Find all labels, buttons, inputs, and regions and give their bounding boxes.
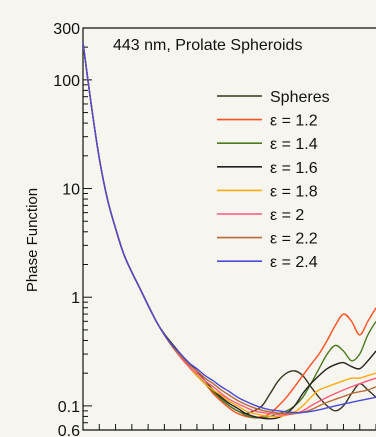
- legend-label-2: ε = 1.4: [270, 136, 318, 153]
- y-tick-label: 1: [71, 290, 80, 307]
- legend-label-5: ε = 2: [270, 207, 304, 224]
- y-tick-label: 10: [62, 182, 80, 199]
- y-axis-ticks: 300 100 10 1 0.1 0.6: [53, 21, 92, 437]
- legend-label-3: ε = 1.6: [270, 160, 318, 177]
- y-tick-label: 100: [53, 73, 80, 90]
- y-tick-label: 0.6: [58, 423, 80, 437]
- series-line-5: [83, 42, 376, 416]
- legend: Spheres ε = 1.2 ε = 1.4 ε = 1.6 ε = 1.8 ε = 2…: [217, 89, 330, 271]
- y-tick-label: 0.1: [58, 399, 80, 416]
- legend-label-7: ε = 2.4: [270, 254, 318, 271]
- series-line-3: [83, 42, 376, 420]
- legend-label-0: Spheres: [270, 89, 330, 106]
- series-line-6: [83, 42, 376, 415]
- series-line-1: [83, 42, 376, 419]
- x-axis-ticks: [82, 424, 376, 430]
- plot-frame: [82, 27, 376, 431]
- series-line-2: [83, 42, 376, 419]
- legend-label-6: ε = 2.2: [270, 231, 318, 248]
- series-layer: [83, 42, 376, 420]
- plot-border: [82, 27, 376, 431]
- legend-label-4: ε = 1.8: [270, 183, 318, 200]
- y-tick-label: 300: [53, 21, 80, 38]
- series-line-4: [83, 42, 376, 418]
- chart-title: 443 nm, Prolate Spheroids: [113, 37, 302, 54]
- legend-label-1: ε = 1.2: [270, 113, 318, 130]
- series-line-7: [83, 42, 376, 414]
- y-axis-label: Phase Function: [24, 188, 41, 292]
- series-line-0: [83, 42, 376, 415]
